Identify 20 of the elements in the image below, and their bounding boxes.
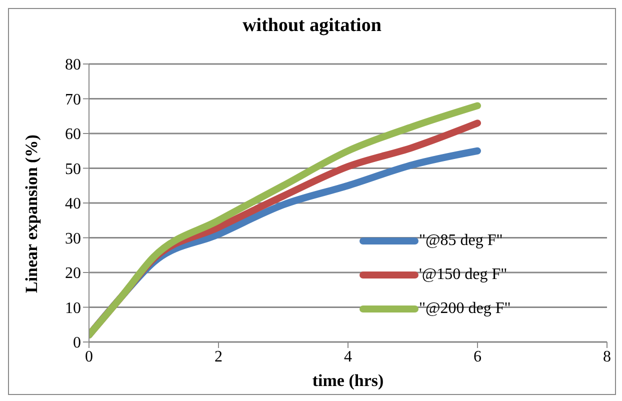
x-tick-label: 2 bbox=[214, 348, 222, 366]
x-tick-label: 6 bbox=[474, 348, 482, 366]
y-tick-label: 80 bbox=[65, 56, 81, 74]
y-tick-label: 0 bbox=[73, 334, 81, 352]
x-axis-title: time (hrs) bbox=[312, 371, 384, 390]
y-tick-label: 70 bbox=[65, 91, 81, 108]
y-axis-title: Linear expansion (%) bbox=[22, 134, 42, 293]
x-tick-label: 4 bbox=[344, 348, 352, 366]
x-tick-label: 0 bbox=[85, 348, 93, 366]
legend-label: "@85 deg F" bbox=[419, 232, 503, 250]
legend-label: '@150 deg F" bbox=[419, 266, 508, 284]
y-tick-label: 60 bbox=[65, 126, 81, 144]
y-tick-label: 50 bbox=[65, 160, 81, 178]
y-tick-label: 20 bbox=[65, 265, 81, 282]
legend-label: "@200 deg F" bbox=[419, 300, 511, 318]
chart-title: without agitation bbox=[242, 15, 382, 37]
x-tick-label: 8 bbox=[603, 348, 611, 366]
y-tick-label: 10 bbox=[65, 300, 81, 317]
y-tick-label: 40 bbox=[65, 196, 81, 213]
y-tick-label: 30 bbox=[65, 230, 81, 248]
